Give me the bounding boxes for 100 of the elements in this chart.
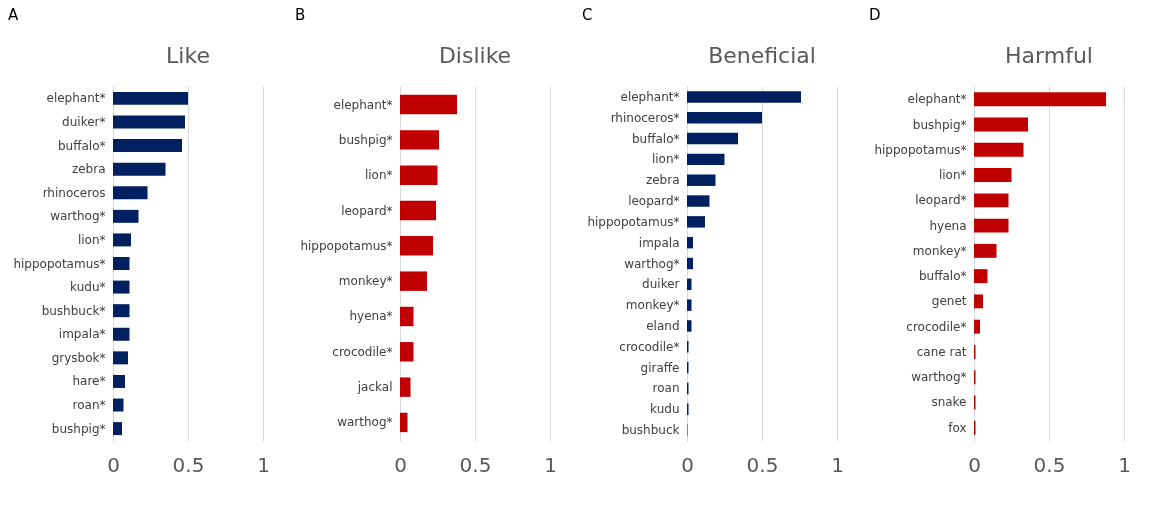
y-tick-label: grysbok* (51, 350, 106, 365)
y-tick-label: leopard* (341, 203, 393, 218)
bar (974, 294, 983, 309)
x-tick-label: 1 (544, 452, 557, 477)
y-tick-label: crocodile* (906, 319, 967, 334)
bar (113, 374, 125, 388)
text: D (869, 6, 881, 24)
text: C (582, 6, 593, 24)
x-tick-label: 0.5 (172, 452, 205, 477)
chart-title: Harmful (1005, 43, 1093, 68)
y-tick-label: hyena* (349, 309, 393, 324)
chart-title: Dislike (438, 43, 512, 68)
y-tick-label: buffalo* (57, 138, 106, 153)
y-tick-label: duiker* (62, 114, 106, 129)
y-tick-label: leopard* (915, 193, 967, 208)
y-tick-label: eland (646, 318, 680, 333)
bar (687, 257, 693, 270)
bar (400, 412, 408, 433)
bar (974, 243, 997, 258)
y-tick-label: lion* (364, 168, 393, 183)
bar (113, 257, 130, 270)
bar (687, 216, 705, 228)
y-tick-label: leopard* (628, 194, 680, 209)
bar (400, 165, 438, 185)
y-tick-label: bushbuck (621, 423, 680, 438)
bar (113, 209, 139, 223)
y-tick-label: bushpig* (338, 132, 393, 147)
bar (687, 153, 725, 166)
x-tick-label: 0 (107, 452, 120, 477)
y-tick-label: crocodile* (619, 339, 680, 354)
y-tick-label: zebra (645, 173, 680, 188)
bar (113, 233, 131, 247)
y-tick-label: elephant* (620, 89, 680, 104)
y-tick-label: buffalo* (918, 269, 967, 284)
y-tick-label: elephant* (907, 92, 967, 107)
bar (974, 142, 1024, 157)
text: A (8, 6, 19, 24)
bar (687, 278, 692, 291)
bar (400, 377, 411, 397)
bar (687, 320, 692, 332)
bar (974, 269, 988, 284)
bar (113, 115, 185, 129)
bar (400, 306, 414, 327)
y-tick-label: lion* (77, 232, 106, 247)
bar (974, 117, 1028, 132)
x-tick-label: 0 (394, 452, 407, 477)
bar (400, 342, 414, 362)
bar (400, 200, 436, 221)
y-tick-label: genet (931, 294, 967, 309)
bar (974, 218, 1009, 233)
chart-title: Beneficial (708, 43, 816, 68)
y-tick-label: crocodile* (332, 344, 393, 359)
y-tick-label: cane rat (916, 344, 967, 359)
x-tick-label: 0.5 (459, 452, 492, 477)
chart-title: Like (166, 43, 210, 68)
bar (113, 186, 148, 200)
y-tick-label: elephant* (46, 91, 106, 106)
bar (687, 236, 693, 249)
bar (113, 351, 128, 365)
y-tick-label: rhinoceros* (610, 110, 680, 125)
bar (400, 130, 439, 150)
bar (687, 174, 716, 186)
x-tick-label: 1 (1118, 452, 1131, 477)
bar (687, 132, 738, 145)
y-tick-label: duiker (642, 277, 680, 292)
y-tick-label: hippopotamus* (587, 214, 680, 229)
y-tick-label: snake (931, 395, 967, 410)
bar (974, 168, 1012, 183)
x-tick-label: 0 (968, 452, 981, 477)
y-tick-label: roan* (72, 398, 106, 413)
y-tick-label: warthog* (624, 256, 680, 271)
bar (113, 422, 122, 436)
y-tick-label: hippopotamus* (300, 238, 393, 253)
y-tick-label: hippopotamus* (13, 256, 106, 271)
bar (687, 195, 710, 207)
x-tick-label: 1 (831, 452, 844, 477)
bar (974, 319, 980, 334)
y-tick-label: monkey* (338, 274, 393, 289)
bar (687, 299, 692, 311)
y-tick-label: impala* (58, 327, 106, 342)
y-tick-label: roan (652, 381, 680, 396)
y-tick-label: warthog* (50, 209, 106, 224)
y-tick-label: hippopotamus* (874, 142, 967, 157)
y-tick-label: monkey* (912, 243, 967, 258)
bar (113, 280, 130, 294)
y-tick-label: elephant* (333, 97, 393, 112)
y-tick-label: zebra (71, 162, 106, 177)
y-tick-label: rhinoceros (42, 185, 106, 200)
y-tick-label: buffalo* (631, 131, 680, 146)
bar (113, 91, 188, 105)
y-tick-label: kudu (650, 402, 680, 417)
y-tick-label: fox (948, 420, 967, 435)
x-tick-label: 0 (681, 452, 694, 477)
y-tick-label: monkey* (625, 298, 680, 313)
bar (400, 271, 427, 291)
text: B (295, 6, 306, 24)
bar (113, 327, 130, 341)
y-tick-label: hare* (72, 374, 106, 389)
bar (400, 94, 457, 115)
y-tick-label: warthog* (337, 415, 393, 430)
